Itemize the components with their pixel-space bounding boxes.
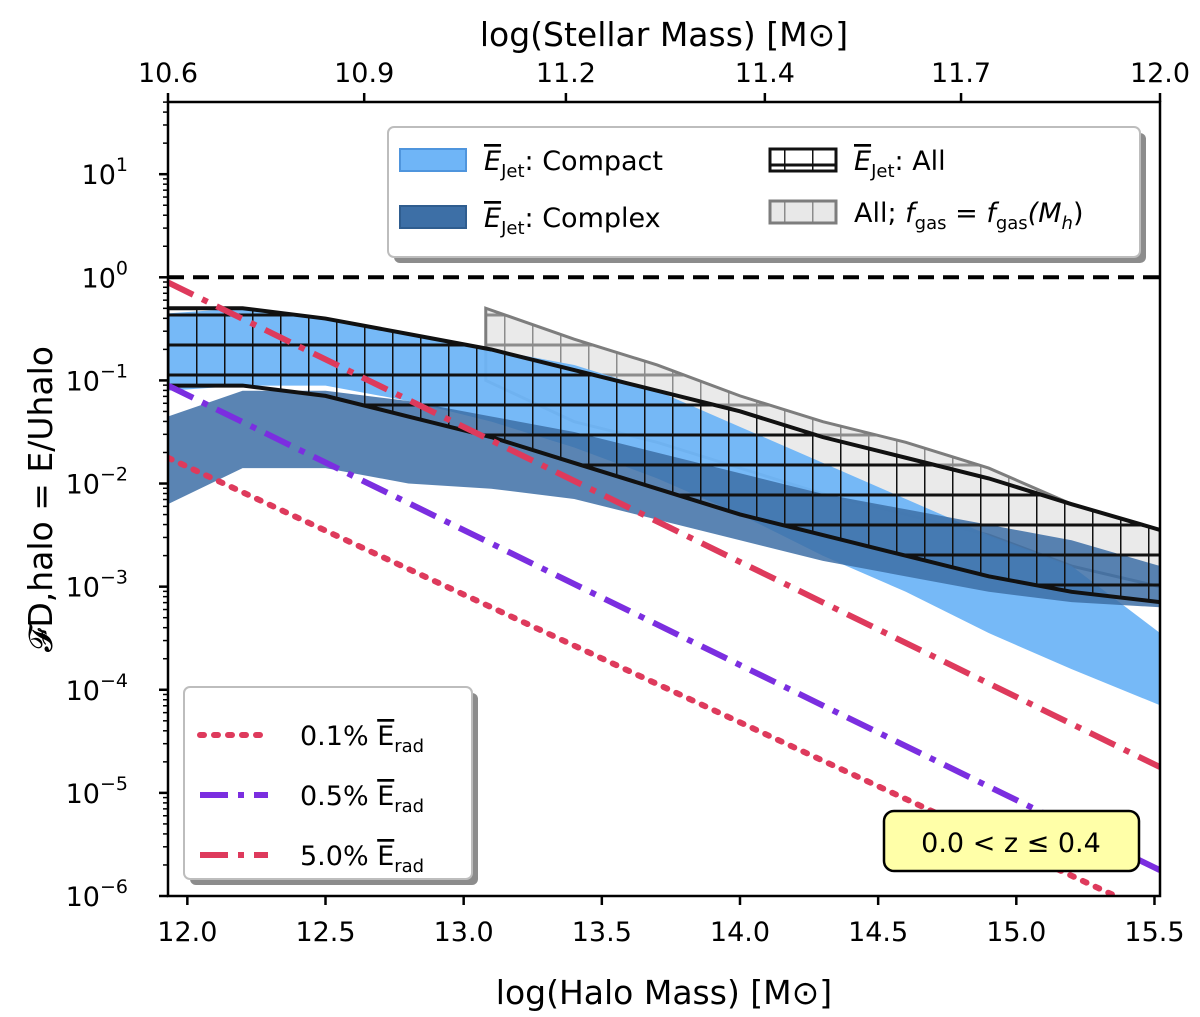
top-tick-label: 10.6 xyxy=(138,58,198,89)
line-5-0pct xyxy=(168,279,1160,770)
x-tick-label: 15.0 xyxy=(986,917,1046,948)
x-axis-title: log(Halo Mass) [M⊙] xyxy=(496,973,832,1012)
series-layer xyxy=(168,275,1160,896)
legend-top-frame xyxy=(387,126,1141,258)
top-tick-label: 11.4 xyxy=(735,58,795,89)
x-tick-label: 12.0 xyxy=(157,917,217,948)
annotation-box xyxy=(882,809,1141,873)
annotation-text: 0.0 < z ≤ 0.4 xyxy=(921,828,1101,859)
legend-bottom: 0.1% Erad 0.5% Erad 5.0% Erad xyxy=(183,686,478,885)
redshift-annotation: 0.0 < z ≤ 0.4 xyxy=(882,809,1141,873)
x-tick-label: 13.0 xyxy=(434,917,494,948)
band-all-lower-edge xyxy=(168,383,1160,605)
y-tick-label: 10−1 xyxy=(66,360,128,397)
x-tick-label: 13.5 xyxy=(572,917,632,948)
x-tick-label: 12.5 xyxy=(295,917,355,948)
y-tick-label: 100 xyxy=(82,257,128,294)
y-tick-label: 10−4 xyxy=(66,670,128,707)
y-tick-label: 10−3 xyxy=(66,567,128,604)
x-tick-label: 14.5 xyxy=(848,917,908,948)
x-tick-label: 15.5 xyxy=(1124,917,1184,948)
legend-swatch-complex xyxy=(399,205,467,229)
y-axis-title: 𝓕D,halo = E/Uhalo xyxy=(21,346,60,652)
legend-entry-compact: EJet: Compact xyxy=(484,146,663,182)
legend-entry-0: 0.1% Erad xyxy=(300,721,424,757)
top-tick-label: 10.9 xyxy=(334,58,394,89)
legend-entry-2: 5.0% Erad xyxy=(300,841,424,877)
legend-entry-all: EJet: All xyxy=(854,146,946,182)
legend-entry-1: 0.5% Erad xyxy=(300,781,424,817)
legend-top: EJet: Compact EJet: Complex EJet: All All; … xyxy=(387,126,1146,263)
y-ticks: 101 100 10−1 10−2 10−3 10−4 10−5 10−6 xyxy=(66,101,168,913)
top-tick-label: 11.2 xyxy=(536,58,596,89)
legend-swatch-all xyxy=(768,147,838,173)
top-tick-label: 11.7 xyxy=(931,58,991,89)
band-all xyxy=(168,308,1160,603)
y-tick-label: 10−2 xyxy=(66,464,128,501)
top-ticks: 10.6 10.9 11.2 11.4 11.7 12.0 xyxy=(138,58,1190,102)
legend-entry-complex: EJet: Complex xyxy=(484,203,661,239)
line-0-5pct xyxy=(168,382,1160,873)
x-ticks: 12.0 12.5 13.0 13.5 14.0 14.5 15.0 15.5 xyxy=(157,896,1185,948)
y-tick-label: 101 xyxy=(82,154,128,191)
y-tick-label: 10−6 xyxy=(66,876,128,913)
legend-entry-all-fgas: All; fgas = fgas(Mh) xyxy=(854,198,1083,234)
y-tick-label: 10−5 xyxy=(66,773,128,810)
legend-swatch-all-fgas xyxy=(768,199,838,225)
band-all-upper-edge xyxy=(168,306,1160,532)
top-axis-title: log(Stellar Mass) [M⊙] xyxy=(480,15,848,54)
legend-swatch-compact xyxy=(399,148,467,172)
top-tick-label: 12.0 xyxy=(1130,58,1190,89)
x-tick-label: 14.0 xyxy=(710,917,770,948)
